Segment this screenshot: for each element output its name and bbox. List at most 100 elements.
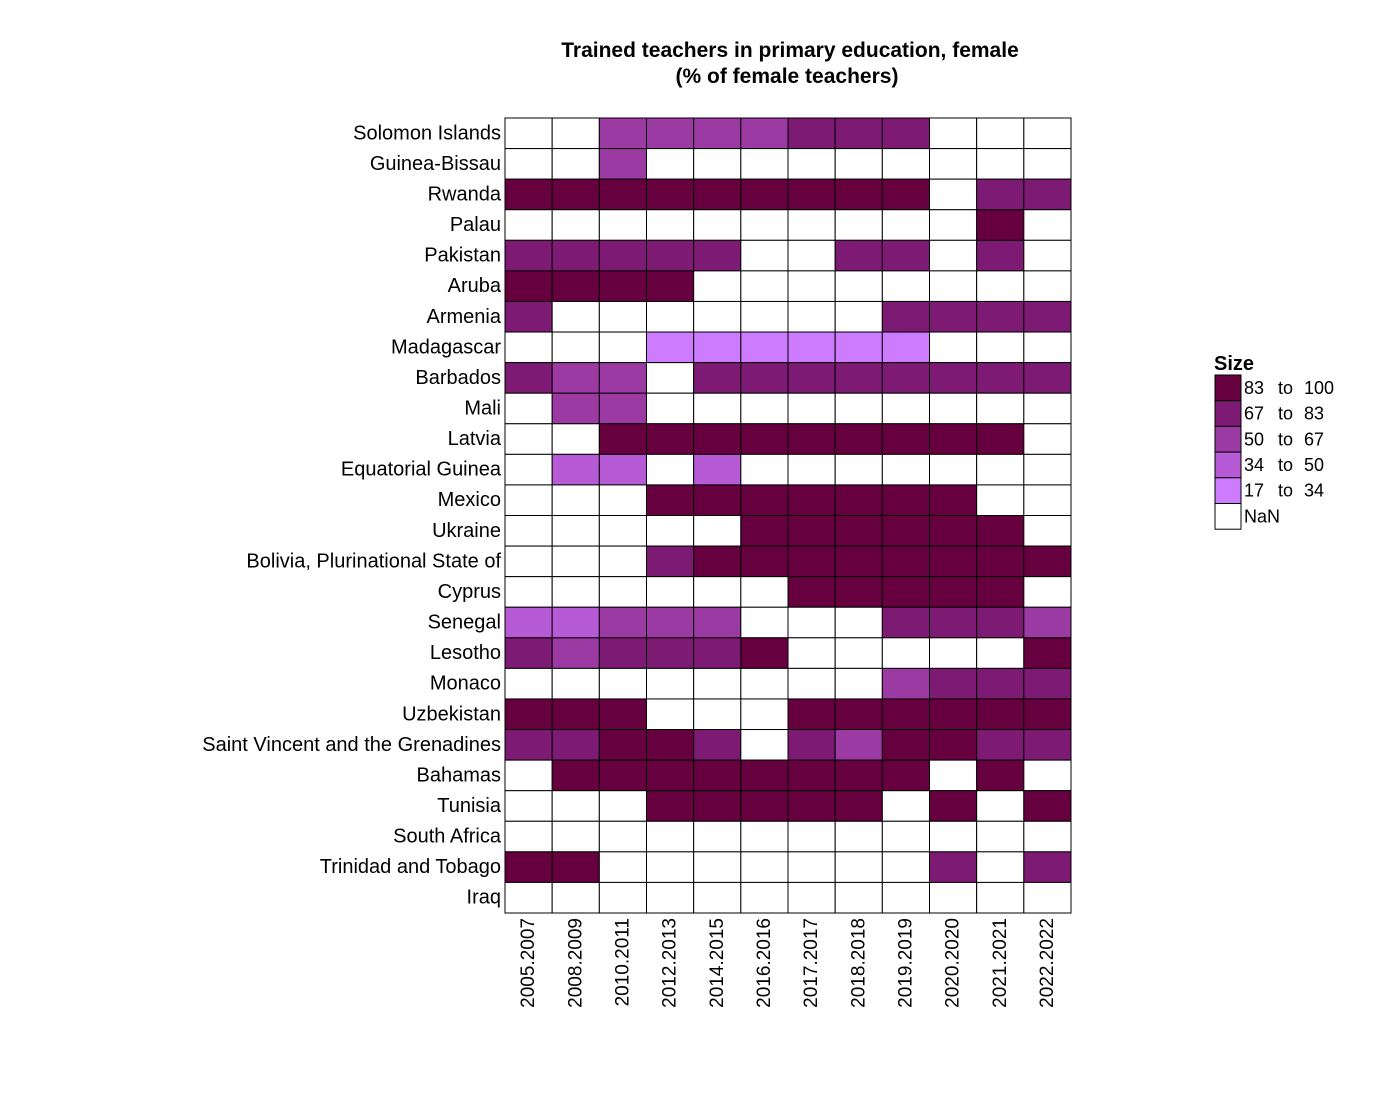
heatmap-cell bbox=[834, 881, 883, 914]
legend-label: 34 bbox=[1244, 455, 1264, 475]
heatmap-cell bbox=[740, 851, 789, 883]
legend-label: to bbox=[1278, 481, 1293, 501]
heatmap-cell bbox=[1023, 637, 1072, 669]
column-label: 2017.2017 bbox=[801, 918, 822, 1008]
heatmap-cell bbox=[787, 881, 836, 914]
heatmap-cell bbox=[740, 820, 789, 853]
heatmap-cell bbox=[504, 392, 553, 425]
heatmap-cell bbox=[1023, 270, 1072, 302]
heatmap-cell bbox=[976, 300, 1025, 333]
legend-label: 100 bbox=[1304, 378, 1334, 398]
heatmap-cell bbox=[693, 881, 742, 914]
heatmap-cell bbox=[551, 209, 600, 241]
heatmap-cell bbox=[834, 178, 883, 211]
heatmap-cell bbox=[646, 484, 695, 517]
heatmap-cell bbox=[881, 545, 931, 578]
heatmap-cell bbox=[646, 270, 695, 302]
heatmap-cell bbox=[787, 423, 836, 455]
heatmap-cell bbox=[598, 270, 648, 302]
heatmap-cell bbox=[646, 423, 695, 455]
heatmap-cell bbox=[693, 453, 742, 486]
column-label: 2019.2019 bbox=[895, 918, 916, 1008]
row-labels: Solomon Islands Guinea-Bissau Rwanda Palau P… bbox=[202, 122, 502, 908]
heatmap-cell bbox=[740, 606, 789, 639]
heatmap-cell bbox=[646, 300, 695, 333]
heatmap-cell bbox=[740, 362, 789, 394]
heatmap-cell bbox=[598, 331, 648, 364]
heatmap-cell bbox=[1023, 790, 1072, 822]
heatmap-cell bbox=[598, 117, 648, 150]
legend-label: 50 bbox=[1304, 455, 1324, 475]
heatmap-cell bbox=[787, 545, 836, 578]
heatmap-cell bbox=[834, 270, 883, 302]
heatmap-cell bbox=[740, 484, 789, 517]
heatmap-cell bbox=[834, 239, 883, 272]
heatmap-cell bbox=[693, 759, 742, 792]
heatmap-cell bbox=[551, 178, 600, 211]
heatmap-cell bbox=[504, 270, 553, 302]
heatmap-cell bbox=[976, 881, 1025, 914]
heatmap-cell bbox=[504, 667, 553, 700]
column-label: 2020.2020 bbox=[943, 918, 964, 1008]
heatmap-cell bbox=[787, 606, 836, 639]
heatmap-cell bbox=[1023, 392, 1072, 425]
heatmap-cell bbox=[693, 331, 742, 364]
heatmap-cell bbox=[646, 331, 695, 364]
heatmap-cell bbox=[598, 545, 648, 578]
heatmap-cell bbox=[881, 117, 931, 150]
column-label: 2018.2018 bbox=[848, 918, 869, 1008]
legend-label: to bbox=[1278, 378, 1293, 398]
heatmap-cell bbox=[598, 698, 648, 731]
heatmap-cell bbox=[1023, 606, 1072, 639]
heatmap-cell bbox=[740, 667, 789, 700]
heatmap-cell bbox=[929, 423, 978, 455]
heatmap-cell bbox=[504, 178, 553, 211]
heatmap-cell bbox=[787, 576, 836, 608]
heatmap-cell bbox=[646, 820, 695, 853]
heatmap-cell bbox=[976, 759, 1025, 792]
heatmap-cell bbox=[551, 729, 600, 761]
row-label: Aruba bbox=[448, 275, 502, 297]
row-label: Iraq bbox=[467, 887, 501, 909]
legend-title: Size bbox=[1214, 353, 1254, 375]
heatmap-cell bbox=[929, 515, 978, 547]
heatmap-cell bbox=[551, 515, 600, 547]
heatmap-cell bbox=[1023, 117, 1072, 150]
heatmap-cell bbox=[834, 576, 883, 608]
heatmap-cell bbox=[693, 270, 742, 302]
heatmap-cell bbox=[740, 178, 789, 211]
heatmap-cell bbox=[787, 270, 836, 302]
heatmap-cell bbox=[976, 545, 1025, 578]
legend-swatch bbox=[1214, 374, 1242, 402]
legend-swatch bbox=[1214, 425, 1242, 453]
heatmap-cell bbox=[1023, 698, 1072, 731]
heatmap-cell bbox=[1023, 881, 1072, 914]
heatmap-cell bbox=[881, 484, 931, 517]
heatmap-cell bbox=[504, 331, 553, 364]
heatmap-cell bbox=[504, 423, 553, 455]
heatmap-cell bbox=[504, 698, 553, 731]
heatmap-cell bbox=[693, 423, 742, 455]
heatmap-cell bbox=[787, 331, 836, 364]
heatmap-cell bbox=[598, 606, 648, 639]
heatmap-cell bbox=[551, 453, 600, 486]
heatmap-cell bbox=[551, 392, 600, 425]
heatmap-cell bbox=[881, 851, 931, 883]
heatmap-cell bbox=[598, 239, 648, 272]
heatmap-cell bbox=[693, 239, 742, 272]
heatmap-cell bbox=[834, 759, 883, 792]
heatmap-cell bbox=[976, 698, 1025, 731]
heatmap-cell bbox=[1023, 148, 1072, 180]
row-label: Mali bbox=[464, 397, 501, 419]
legend-swatch bbox=[1214, 451, 1242, 479]
heatmap-cell bbox=[976, 637, 1025, 669]
heatmap-cell bbox=[1023, 820, 1072, 853]
heatmap-cell bbox=[881, 453, 931, 486]
heatmap-cell bbox=[976, 453, 1025, 486]
legend: Size 83 to 100 67 to 83 50 to 67 34 to 50 17 to 34 NaN bbox=[1214, 353, 1334, 530]
heatmap-cell bbox=[740, 698, 789, 731]
heatmap-cell bbox=[976, 239, 1025, 272]
heatmap-cell bbox=[787, 515, 836, 547]
heatmap-cell bbox=[504, 239, 553, 272]
row-label: Bahamas bbox=[417, 764, 502, 786]
